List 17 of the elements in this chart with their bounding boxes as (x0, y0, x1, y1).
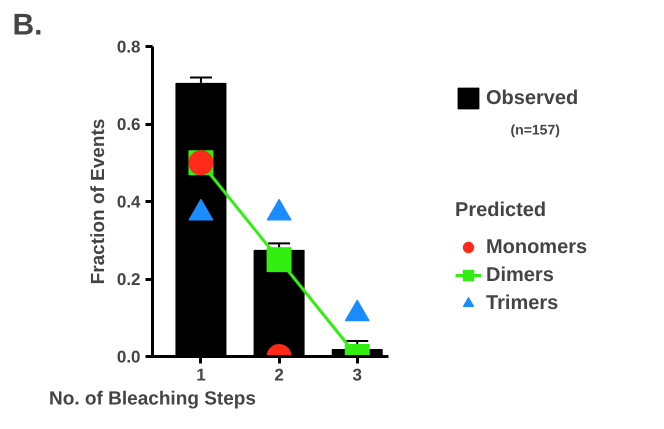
y-axis-title: Fraction of Events (88, 118, 109, 284)
y-tick-label: 0.0 (116, 348, 141, 366)
text: (n=157) (510, 122, 560, 138)
legend-label: Dimers (486, 264, 554, 286)
legend-label: Monomers (486, 236, 588, 258)
x-axis-title: No. of Bleaching Steps (49, 388, 256, 410)
y-tick-label: 0.8 (116, 38, 141, 56)
chart-title: B. (12, 8, 42, 42)
legend-title: Predicted (455, 199, 548, 222)
y-tick-label: 0.2 (116, 270, 141, 289)
legend-label: Observed (486, 86, 578, 110)
legend-label: Trimers (486, 292, 558, 314)
x-tick-label: 1 (196, 366, 206, 384)
y-tick-label: 0.4 (116, 192, 142, 212)
x-tick-label: 2 (274, 366, 284, 384)
x-tick-label: 3 (352, 366, 362, 384)
y-tick-label: 0.6 (116, 115, 141, 134)
